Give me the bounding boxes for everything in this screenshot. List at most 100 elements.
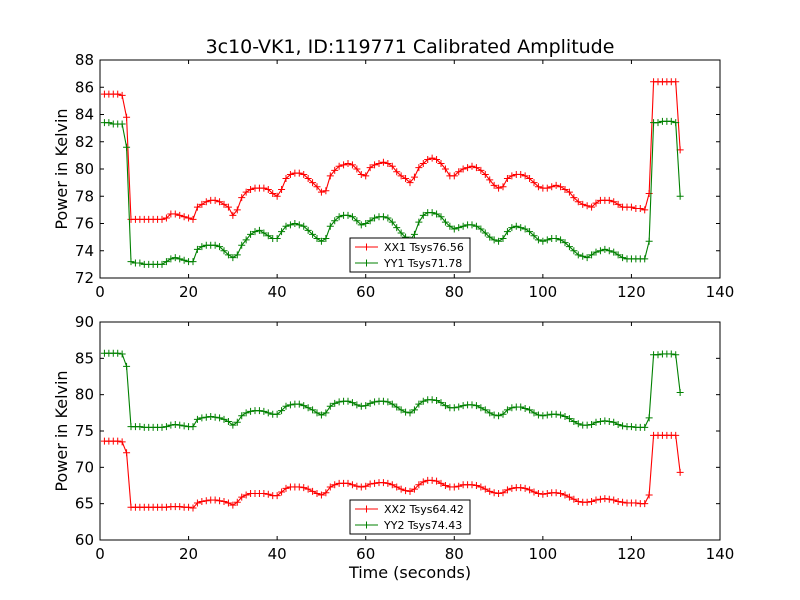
data-point [433,477,441,485]
data-point [424,155,432,163]
data-point [393,483,401,491]
legend-box [349,499,471,535]
data-point [477,225,485,233]
data-point [676,192,684,200]
data-point [366,164,374,172]
data-point [158,423,166,431]
data-point [247,185,255,193]
data-point [344,160,352,168]
data-point [667,117,675,125]
data-point [202,198,210,206]
data-point [543,489,551,497]
data-point [362,482,370,490]
data-point [375,160,383,168]
data-point [366,399,374,407]
data-point [521,484,529,492]
data-point [242,188,250,196]
data-point [158,215,166,223]
data-point [437,160,445,168]
data-point [610,418,618,426]
data-point [224,203,232,211]
data-point [596,247,604,255]
data-point [162,423,170,431]
data-point [614,251,622,259]
data-point [322,234,330,242]
data-point [419,211,427,219]
data-point [490,181,498,189]
data-point [508,484,516,492]
data-point [278,488,286,496]
data-point [574,198,582,206]
data-point [384,479,392,487]
data-point [472,164,480,172]
data-point [402,487,410,495]
data-point [433,155,441,163]
data-point [331,481,339,489]
data-point [309,487,317,495]
data-point [335,398,343,406]
data-point [654,119,662,127]
data-point [357,170,365,178]
data-point [459,402,467,410]
data-point [441,165,449,173]
legend-marker [363,259,370,267]
data-point [224,418,232,426]
data-point [295,221,303,229]
data-point [415,164,423,172]
data-point [317,188,325,196]
data-point [450,483,458,491]
data-point [238,241,246,249]
data-point [286,401,294,409]
data-point [216,497,224,505]
data-point [397,406,405,414]
data-point [233,418,241,426]
data-point [499,234,507,242]
data-point [353,217,361,225]
data-point [123,449,131,457]
data-point [300,484,308,492]
data-point [180,256,188,264]
data-point [552,489,560,497]
data-point [552,234,560,242]
x-tick-label: 40 [268,545,287,563]
data-point [486,233,494,241]
data-point [495,412,503,420]
data-point [335,213,343,221]
data-point [295,169,303,177]
data-point [592,418,600,426]
data-point [481,406,489,414]
data-point [167,421,175,429]
data-point [433,396,441,404]
data-point [118,438,126,446]
data-point [238,493,246,501]
data-point [561,412,569,420]
data-point [499,183,507,191]
x-tick-label: 100 [529,283,558,301]
data-point [264,185,272,193]
data-point [472,402,480,410]
data-point [543,411,551,419]
data-point [557,411,565,419]
data-point [326,483,334,491]
x-tick-label: 80 [445,545,464,563]
data-point [317,237,325,245]
data-point [273,410,281,418]
data-point [379,479,387,487]
data-point [495,184,503,192]
data-point [162,258,170,266]
data-point [557,236,565,244]
data-point [437,213,445,221]
data-point [309,406,317,414]
chart-panel-2: 0 20 40 60 80 100 120 140 60 65 70 75 80 85 90 Power in… [52,313,734,582]
data-point [273,192,281,200]
data-point [455,403,463,411]
data-point [459,165,467,173]
data-point [189,258,197,266]
data-point [278,407,286,415]
data-point [379,213,387,221]
y-axis-label: Power in Kelvin [52,370,71,491]
data-point [472,222,480,230]
data-point [596,495,604,503]
data-point [260,184,268,192]
data-point [521,172,529,180]
